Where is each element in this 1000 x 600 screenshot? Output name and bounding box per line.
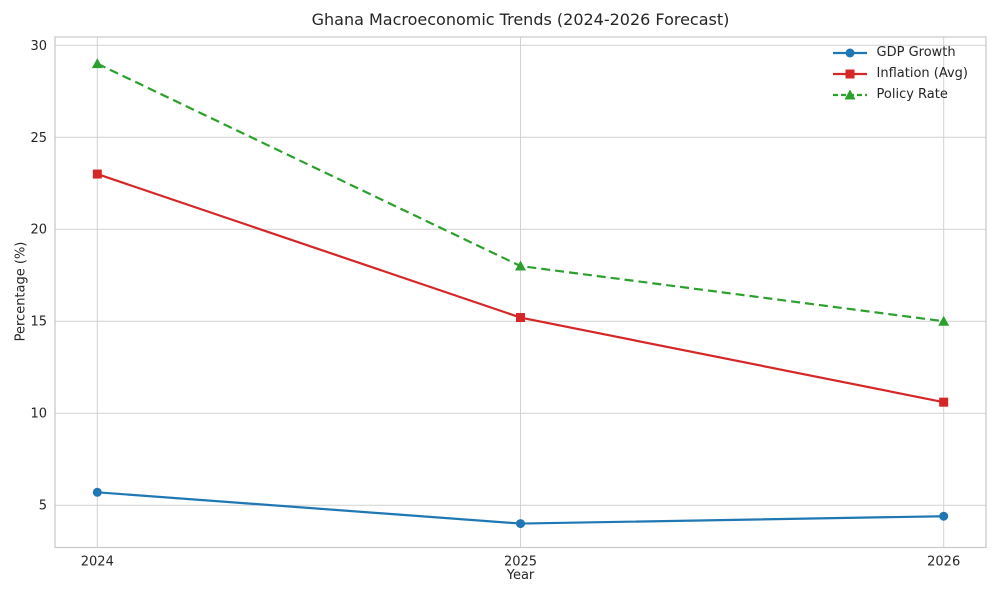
- y-tick-label: 10: [30, 407, 47, 422]
- data-point-square: [939, 397, 949, 407]
- data-point-square: [516, 313, 525, 323]
- x-tick-label: 2025: [504, 555, 537, 570]
- legend-label: Inflation (Avg): [876, 66, 968, 81]
- chart-title: Ghana Macroeconomic Trends (2024-2026 Fo…: [311, 10, 730, 29]
- legend-label: GDP Growth: [876, 45, 956, 60]
- x-tick-label: 2026: [927, 555, 960, 570]
- data-point-triangle: [515, 260, 526, 271]
- data-point-circle: [92, 487, 102, 497]
- y-axis-label: Percentage (%): [13, 241, 29, 342]
- data-point-triangle: [938, 315, 950, 326]
- data-point-circle: [516, 519, 525, 529]
- data-point-circle: [939, 511, 949, 521]
- legend-sample-line-triangle-icon: [832, 89, 867, 99]
- x-axis-label: Year: [506, 568, 535, 583]
- data-point-square: [92, 169, 102, 179]
- legend-label: Policy Rate: [876, 87, 948, 102]
- legend-item-policy-rate: Policy Rate: [832, 85, 968, 104]
- y-tick-label: 5: [39, 499, 47, 514]
- legend-sample-line-circle-icon: [832, 48, 867, 57]
- y-tick-label: 15: [30, 315, 47, 330]
- legend: GDP Growth Inflation (Avg) Policy Rate: [832, 43, 968, 104]
- legend-item-gdp-growth: GDP Growth: [832, 43, 968, 62]
- x-tick-label: 2024: [81, 555, 114, 570]
- y-tick-label: 25: [30, 131, 47, 146]
- y-tick-label: 20: [30, 223, 47, 238]
- y-tick-label: 30: [30, 39, 47, 54]
- legend-sample-line-square-icon: [832, 69, 867, 78]
- data-point-triangle: [91, 58, 103, 69]
- legend-item-inflation-avg: Inflation (Avg): [832, 64, 968, 83]
- plot-border: [54, 36, 987, 549]
